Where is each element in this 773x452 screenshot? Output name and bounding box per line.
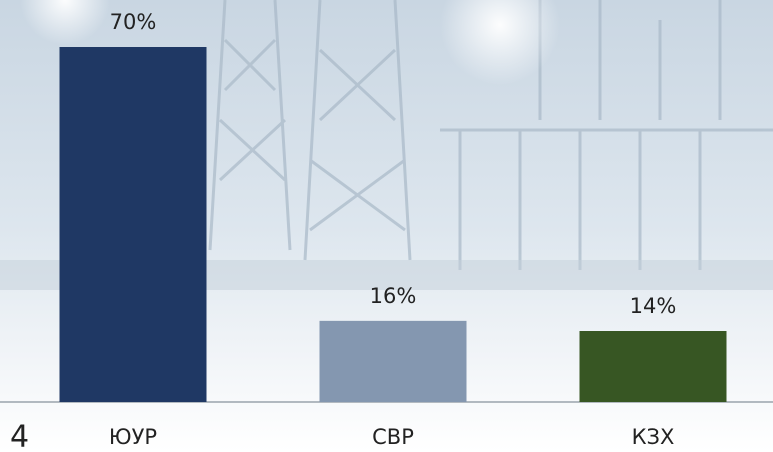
x-tick-label: СВР [372,425,414,449]
bar [59,47,207,402]
value-label: 70% [110,10,157,34]
value-label: 16% [370,284,417,308]
bar [579,331,727,402]
background-light [440,0,560,85]
bar [319,320,467,402]
x-tick-label: ЮУР [109,425,157,449]
page-number: 4 [10,420,29,452]
value-label: 14% [630,294,677,318]
background-light [20,0,110,45]
x-tick-label: КЗХ [632,425,675,449]
